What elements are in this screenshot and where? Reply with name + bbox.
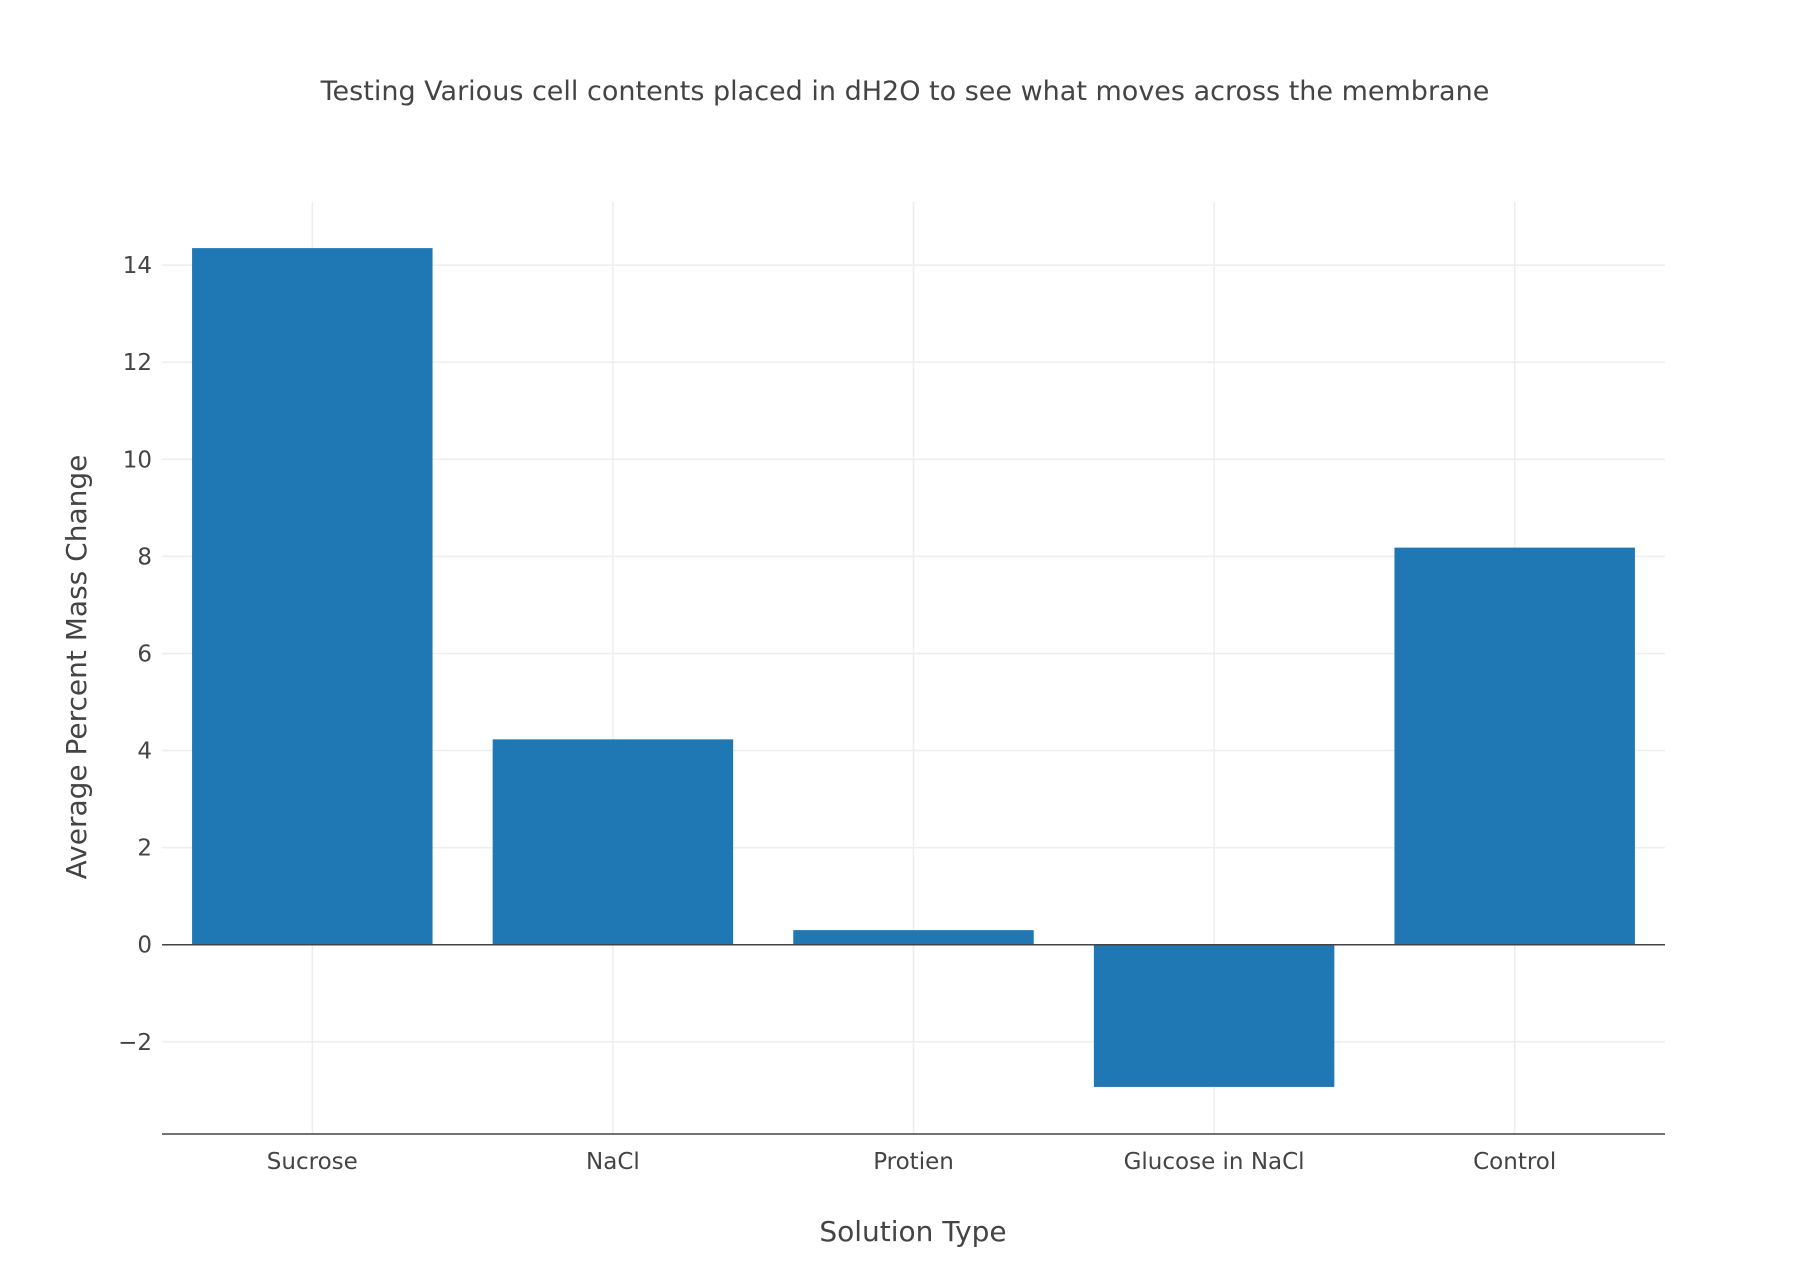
x-tick-label: NaCl: [586, 1149, 640, 1175]
bar-sucrose: [192, 248, 433, 945]
y-axis-tick-labels: −2 0 2 4 6 8 10 12 14: [118, 253, 152, 1056]
y-tick-label: 14: [123, 253, 152, 279]
y-tick-label: 12: [123, 350, 152, 376]
x-tick-label: Control: [1473, 1149, 1556, 1175]
y-tick-label: 6: [137, 641, 152, 667]
bar-glucose-in-nacl: [1093, 944, 1335, 1087]
bars: [192, 248, 1635, 1087]
y-tick-label: 8: [137, 544, 152, 570]
x-axis-title: Solution Type: [819, 1215, 1006, 1248]
y-tick-label: 4: [137, 739, 152, 765]
chart-title: Testing Various cell contents placed in …: [320, 76, 1490, 107]
y-tick-label: 0: [137, 933, 152, 959]
x-tick-label: Glucose in NaCl: [1124, 1149, 1305, 1175]
y-tick-label: 10: [123, 447, 152, 473]
x-tick-label: Sucrose: [267, 1149, 358, 1175]
y-tick-label: −2: [118, 1030, 152, 1056]
bar-control: [1394, 547, 1635, 945]
y-tick-label: 2: [137, 836, 152, 862]
bar-protien: [793, 930, 1034, 945]
x-tick-label: Protien: [873, 1149, 954, 1175]
bar-nacl: [492, 739, 734, 945]
y-axis-title: Average Percent Mass Change: [60, 455, 93, 880]
x-axis-tick-labels: Sucrose NaCl Protien Glucose in NaCl Control: [267, 1149, 1556, 1175]
